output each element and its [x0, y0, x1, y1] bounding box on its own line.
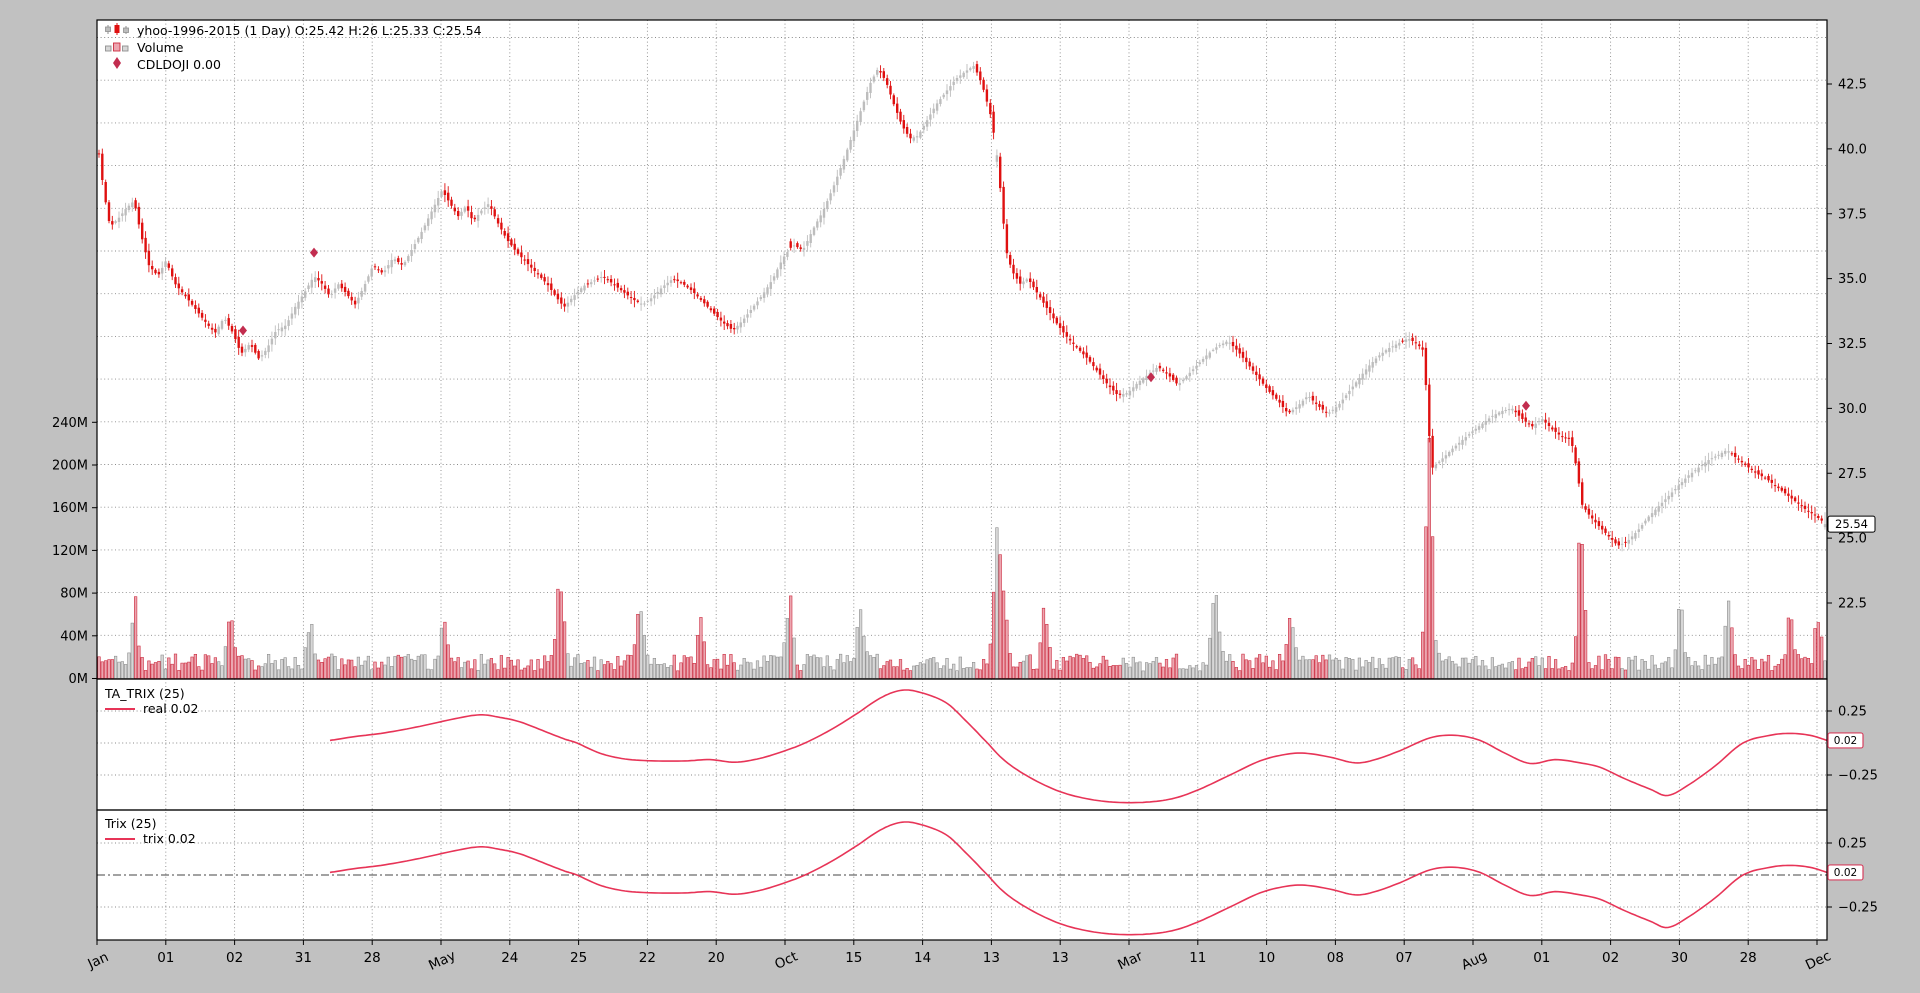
legend-label-cdldoji: CDLDOJI 0.00: [137, 57, 221, 72]
svg-text:08: 08: [1327, 950, 1344, 966]
svg-text:32.5: 32.5: [1838, 337, 1867, 352]
svg-text:200M: 200M: [52, 459, 88, 474]
ta-trix-line: [329, 689, 1828, 804]
svg-text:10: 10: [1258, 950, 1275, 966]
gridlines: [97, 20, 1827, 940]
doji-diamond-marker: [310, 247, 318, 258]
x-axis-labels: Jan 01 02 31 28 May 24 25 22 20 Oct 15 14 13 13 Mar 11 10…: [85, 948, 1834, 974]
trix-panel-header: Trix (25) trix 0.02: [105, 816, 196, 846]
svg-text:28: 28: [1740, 950, 1757, 966]
candlestick-icon: [104, 22, 130, 39]
volume-axis-labels: 240M 200M 160M 120M 80M 40M 0M: [52, 416, 88, 687]
legend-label-volume: Volume: [137, 40, 184, 55]
ta-trix-legend-label: real 0.02: [143, 701, 199, 716]
doji-diamond-marker: [239, 325, 247, 336]
svg-text:14: 14: [914, 950, 931, 966]
svg-text:07: 07: [1396, 950, 1413, 966]
svg-text:40M: 40M: [60, 629, 88, 644]
svg-text:02: 02: [1602, 950, 1619, 966]
svg-text:20: 20: [708, 950, 725, 966]
svg-text:11: 11: [1189, 950, 1206, 966]
svg-text:13: 13: [983, 950, 1000, 966]
svg-text:22: 22: [639, 950, 656, 966]
doji-diamond-marker: [1147, 372, 1155, 383]
doji-diamond-marker: [1522, 400, 1530, 411]
trix-value-tag: [1827, 864, 1864, 881]
svg-text:02: 02: [226, 950, 243, 966]
trix2-line-swatch: [105, 837, 135, 840]
svg-text:240M: 240M: [52, 416, 88, 431]
svg-text:0.25: 0.25: [1838, 705, 1867, 720]
svg-text:0.02: 0.02: [1834, 867, 1857, 879]
trix-line-swatch: [105, 707, 135, 710]
svg-text:0.25: 0.25: [1838, 837, 1867, 852]
svg-text:25.0: 25.0: [1838, 532, 1867, 547]
doji-diamond-icon: [104, 56, 130, 73]
svg-text:25: 25: [570, 950, 587, 966]
candlestick-series: [97, 60, 1827, 552]
svg-text:120M: 120M: [52, 544, 88, 559]
svg-text:13: 13: [1052, 950, 1069, 966]
trix-line: [329, 821, 1828, 936]
svg-text:−0.25: −0.25: [1838, 769, 1878, 784]
value-tags: 25.54 0.02 0.02: [1827, 515, 1876, 881]
legend-item-volume: Volume: [104, 39, 482, 56]
svg-text:160M: 160M: [52, 501, 88, 516]
svg-text:80M: 80M: [60, 587, 88, 602]
svg-text:−0.25: −0.25: [1838, 901, 1878, 916]
svg-text:40.0: 40.0: [1838, 142, 1867, 157]
axis-ticks: [92, 83, 1832, 945]
legend-item-ohlc: yhoo-1996-2015 (1 Day) O:25.42 H:26 L:25…: [104, 22, 482, 39]
svg-text:0.02: 0.02: [1834, 735, 1857, 747]
trix-lines: [329, 689, 1828, 936]
svg-text:28: 28: [364, 950, 381, 966]
plot-background: [97, 20, 1827, 940]
ta-trix-panel-title: TA_TRIX (25): [105, 686, 185, 701]
svg-text:27.5: 27.5: [1838, 467, 1867, 482]
svg-text:24: 24: [501, 950, 518, 966]
svg-text:15: 15: [845, 950, 862, 966]
svg-text:30.0: 30.0: [1838, 402, 1867, 417]
svg-text:42.5: 42.5: [1838, 78, 1867, 93]
trix-panel-title: Trix (25): [105, 816, 157, 831]
volume-series: [97, 437, 1827, 679]
ta-trix-legend-item: real 0.02: [105, 701, 199, 716]
svg-text:01: 01: [1533, 950, 1550, 966]
svg-text:30: 30: [1671, 950, 1688, 966]
ta-trix-panel-header: TA_TRIX (25) real 0.02: [105, 686, 199, 716]
legend-label-ohlc: yhoo-1996-2015 (1 Day) O:25.42 H:26 L:25…: [137, 23, 482, 38]
svg-text:37.5: 37.5: [1838, 207, 1867, 222]
panel-frames: [96, 19, 1828, 941]
svg-text:01: 01: [157, 950, 174, 966]
trix-legend-item: trix 0.02: [105, 831, 196, 846]
trix-legend-label: trix 0.02: [143, 831, 196, 846]
price-axis-labels: 42.5 40.0 37.5 35.0 32.5 30.0 27.5 25.0 22.5: [1838, 78, 1867, 612]
svg-text:35.0: 35.0: [1838, 272, 1867, 287]
svg-text:25.54: 25.54: [1835, 517, 1868, 531]
doji-markers: [239, 247, 1530, 411]
trix-value-tag: [1827, 732, 1864, 749]
volume-bars-icon: [104, 39, 130, 56]
svg-text:0M: 0M: [69, 672, 89, 687]
main-legend: yhoo-1996-2015 (1 Day) O:25.42 H:26 L:25…: [104, 22, 482, 73]
svg-text:31: 31: [295, 950, 312, 966]
last-price-tag: [1827, 515, 1876, 533]
svg-text:22.5: 22.5: [1838, 597, 1867, 612]
legend-item-cdldoji: CDLDOJI 0.00: [104, 56, 482, 73]
